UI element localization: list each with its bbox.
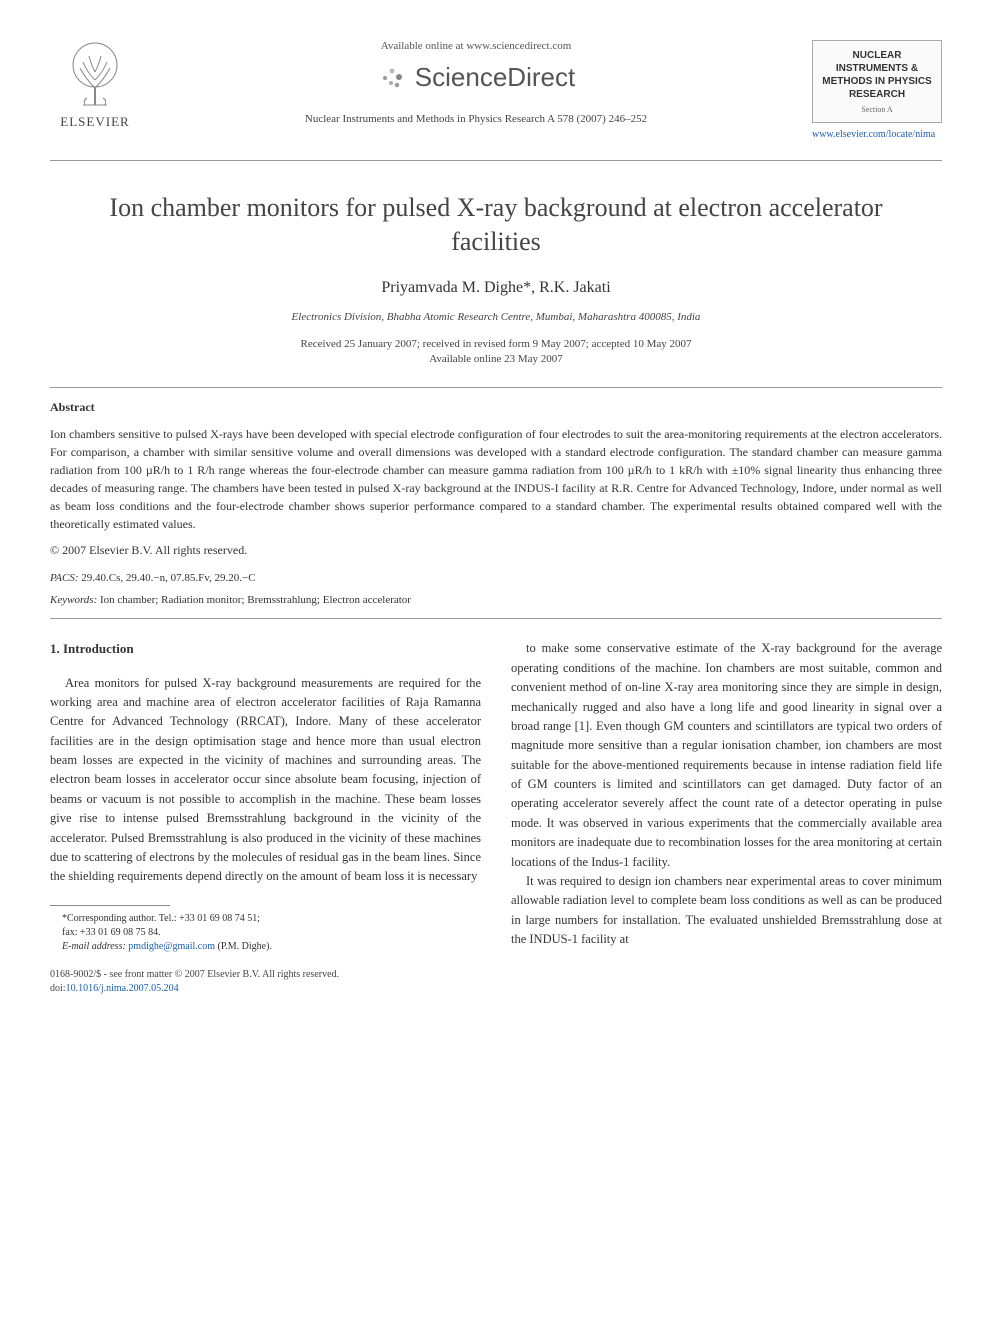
journal-box-section: Section A — [819, 105, 935, 114]
journal-box-wrapper: NUCLEAR INSTRUMENTS & METHODS IN PHYSICS… — [812, 40, 942, 140]
section-1-para-3: It was required to design ion chambers n… — [511, 872, 942, 950]
footer-doi-label: doi: — [50, 983, 66, 994]
footnote-email-tail: (P.M. Dighe). — [218, 941, 272, 952]
header-row: ELSEVIER Available online at www.science… — [50, 40, 942, 140]
journal-homepage-link[interactable]: www.elsevier.com/locate/nima — [812, 129, 942, 140]
publisher-name: ELSEVIER — [60, 114, 129, 130]
center-header: Available online at www.sciencedirect.co… — [140, 40, 812, 125]
keywords-label: Keywords: — [50, 594, 97, 606]
abstract-heading: Abstract — [50, 400, 942, 415]
sciencedirect-icon — [377, 63, 407, 93]
footnote-email-link[interactable]: pmdighe@gmail.com — [128, 941, 215, 952]
footer-block: 0168-9002/$ - see front matter © 2007 El… — [50, 968, 481, 996]
pacs-value: 29.40.Cs, 29.40.−n, 07.85.Fv, 29.20.−C — [81, 572, 255, 584]
article-dates: Received 25 January 2007; received in re… — [50, 337, 942, 368]
sciencedirect-logo: ScienceDirect — [160, 62, 792, 93]
dates-received: Received 25 January 2007; received in re… — [50, 337, 942, 352]
footer-doi-link[interactable]: 10.1016/j.nima.2007.05.204 — [66, 983, 179, 994]
article-authors: Priyamvada M. Dighe*, R.K. Jakati — [50, 279, 942, 297]
rule-above-abstract — [50, 387, 942, 388]
journal-reference: Nuclear Instruments and Methods in Physi… — [160, 113, 792, 125]
dates-online: Available online 23 May 2007 — [50, 352, 942, 367]
footnote-email-line: E-mail address: pmdighe@gmail.com (P.M. … — [50, 940, 481, 954]
column-right: to make some conservative estimate of th… — [511, 639, 942, 995]
footnote-fax: fax: +33 01 69 08 75 84. — [50, 926, 481, 940]
section-1-para-2: to make some conservative estimate of th… — [511, 639, 942, 872]
section-1-heading: 1. Introduction — [50, 639, 481, 659]
pacs-line: PACS: 29.40.Cs, 29.40.−n, 07.85.Fv, 29.2… — [50, 572, 942, 584]
column-left: 1. Introduction Area monitors for pulsed… — [50, 639, 481, 995]
sciencedirect-text: ScienceDirect — [415, 62, 575, 93]
pacs-label: PACS: — [50, 572, 79, 584]
keywords-value: Ion chamber; Radiation monitor; Bremsstr… — [100, 594, 411, 606]
available-online-text: Available online at www.sciencedirect.co… — [160, 40, 792, 52]
footnote-separator — [50, 905, 170, 906]
section-1-para-1: Area monitors for pulsed X-ray backgroun… — [50, 674, 481, 887]
copyright-line: © 2007 Elsevier B.V. All rights reserved… — [50, 543, 942, 558]
body-columns: 1. Introduction Area monitors for pulsed… — [50, 639, 942, 995]
publisher-logo: ELSEVIER — [50, 40, 140, 130]
rule-below-keywords — [50, 618, 942, 619]
rule-top — [50, 160, 942, 161]
footnote-email-label: E-mail address: — [62, 941, 126, 952]
footer-doi-line: doi:10.1016/j.nima.2007.05.204 — [50, 982, 481, 996]
journal-box-title: NUCLEAR INSTRUMENTS & METHODS IN PHYSICS… — [819, 49, 935, 101]
footnote-corresponding: *Corresponding author. Tel.: +33 01 69 0… — [50, 912, 481, 926]
keywords-line: Keywords: Ion chamber; Radiation monitor… — [50, 594, 942, 606]
footer-front-matter: 0168-9002/$ - see front matter © 2007 El… — [50, 968, 481, 982]
article-affiliation: Electronics Division, Bhabha Atomic Rese… — [50, 311, 942, 323]
article-title: Ion chamber monitors for pulsed X-ray ba… — [90, 191, 902, 259]
abstract-body: Ion chambers sensitive to pulsed X-rays … — [50, 425, 942, 533]
journal-box: NUCLEAR INSTRUMENTS & METHODS IN PHYSICS… — [812, 40, 942, 123]
elsevier-tree-icon — [65, 40, 125, 110]
